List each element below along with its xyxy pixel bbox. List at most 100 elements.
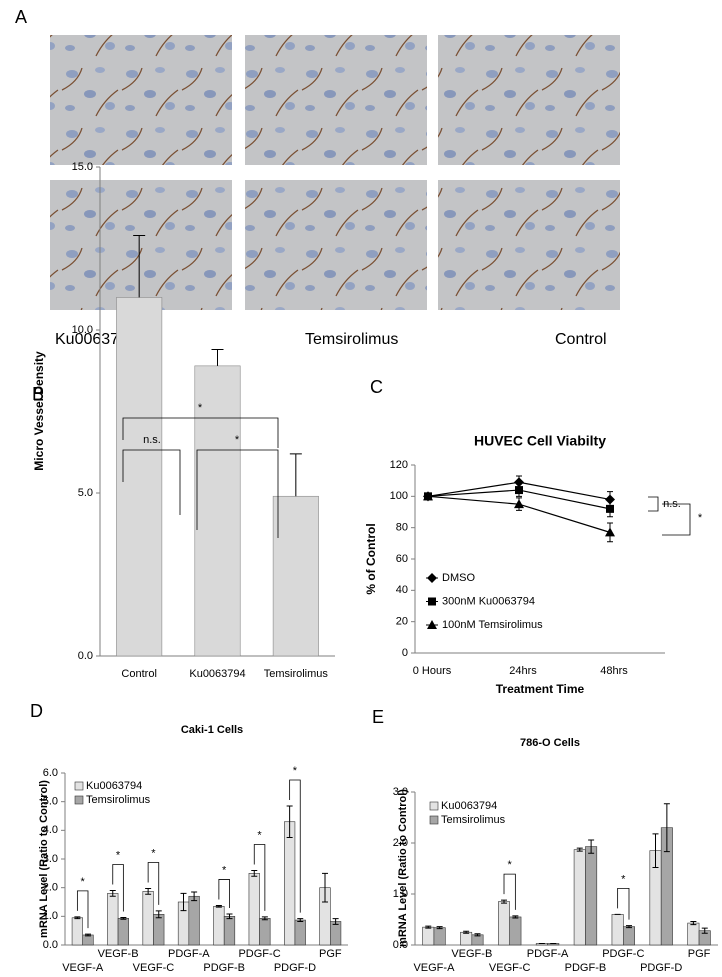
x-tick-label: 0 Hours	[413, 665, 452, 677]
marker	[606, 504, 614, 513]
y-axis-label: mRNA Level (Ratio to Control)	[397, 789, 409, 947]
x-tick-label: PDGF-B	[565, 962, 607, 974]
legend-swatch	[429, 815, 439, 825]
y-tick-label: 10.0	[72, 324, 93, 336]
annotation: n.s.	[143, 434, 161, 446]
error-bar	[180, 892, 187, 912]
bar	[272, 495, 319, 657]
error-bar	[425, 925, 432, 929]
significance-bracket	[648, 496, 659, 512]
bar	[259, 918, 271, 946]
x-tick-label: Ku0063794	[189, 668, 245, 680]
y-axis-label: % of Control	[364, 523, 378, 594]
micrograph	[438, 180, 620, 310]
y-tick-label: 80	[396, 522, 408, 534]
error-bar	[155, 910, 162, 919]
y-tick-label: 15.0	[72, 161, 93, 173]
bar	[294, 919, 306, 946]
x-tick-label: VEGF-B	[451, 948, 492, 960]
bar	[116, 297, 163, 657]
error-bar	[251, 869, 258, 877]
micrograph	[245, 35, 427, 165]
bar	[330, 921, 342, 946]
error-bar	[226, 913, 233, 920]
legend-label: 100nM Temsirolimus	[442, 619, 543, 631]
error-bar	[286, 805, 293, 838]
x-tick-label: PDGF-A	[527, 948, 569, 960]
y-tick-label: 3.0	[393, 786, 408, 798]
micrograph	[50, 180, 232, 310]
x-tick-label: 48hrs	[600, 665, 628, 677]
x-tick-label: PDGF-B	[203, 962, 245, 974]
error-bar	[588, 839, 595, 854]
legend-swatch	[74, 795, 84, 805]
significance-bracket	[289, 779, 301, 913]
error-bar	[109, 890, 116, 897]
annotation: *	[235, 434, 240, 446]
marker	[514, 499, 524, 509]
annotation: *	[621, 873, 626, 885]
caption: Control	[555, 331, 607, 348]
bar	[213, 905, 225, 946]
y-tick-label: 5.0	[78, 487, 93, 499]
significance-bracket	[147, 862, 160, 905]
error-bar	[663, 803, 670, 853]
x-tick-label: PDGF-C	[238, 948, 280, 960]
y-tick-label: 0.0	[393, 939, 408, 951]
legend-label: 300nM Ku0063794	[442, 595, 535, 607]
error-bar	[133, 234, 146, 298]
annotation: *	[116, 849, 121, 861]
error-bar	[261, 916, 268, 921]
x-tick-label: VEGF-A	[62, 962, 104, 974]
annotation: *	[508, 859, 513, 871]
bar	[142, 891, 154, 946]
error-bar	[576, 847, 583, 852]
significance-bracket	[196, 449, 279, 538]
x-tick-label: PDGF-A	[168, 948, 210, 960]
bar	[223, 916, 236, 946]
significance-bracket	[76, 890, 89, 929]
bar	[509, 916, 522, 946]
bar	[153, 914, 165, 946]
legend-label: Temsirolimus	[86, 794, 151, 806]
x-tick-label: Control	[121, 668, 156, 680]
legend-marker	[427, 573, 437, 583]
significance-bracket	[112, 864, 124, 912]
micrograph	[50, 35, 232, 165]
error-bar	[191, 891, 198, 902]
x-axis-label: Treatment Time	[496, 682, 585, 696]
y-tick-label: 60	[396, 553, 408, 565]
y-tick-label: 2.0	[43, 882, 58, 894]
error-bar	[474, 933, 481, 937]
y-tick-label: 0	[402, 647, 408, 659]
bar	[194, 365, 241, 657]
annotation: *	[151, 847, 156, 859]
error-bar	[463, 930, 470, 934]
bar	[82, 934, 94, 946]
bar	[248, 873, 260, 946]
significance-bracket	[122, 417, 279, 448]
annotation: *	[257, 829, 262, 841]
error-bar	[145, 888, 152, 895]
significance-bracket	[218, 879, 230, 909]
y-tick-label: 5.0	[43, 796, 58, 808]
chart-title: 786-O Cells	[520, 737, 580, 749]
y-tick-label: 4.0	[43, 824, 58, 836]
significance-bracket	[253, 844, 266, 911]
y-tick-label: 40	[396, 584, 408, 596]
error-bar	[652, 833, 659, 868]
y-tick-label: 0.0	[43, 939, 58, 951]
x-tick-label: 24hrs	[509, 665, 537, 677]
legend-label: DMSO	[442, 572, 475, 584]
error-bar	[332, 918, 339, 925]
marker	[605, 527, 615, 537]
y-tick-label: 2.0	[393, 837, 408, 849]
x-tick-label: PDGF-D	[274, 962, 316, 974]
bar	[573, 849, 586, 946]
error-bar	[215, 904, 222, 908]
x-tick-label: VEGF-A	[413, 962, 455, 974]
significance-bracket	[122, 449, 181, 515]
legend-label: Ku0063794	[441, 800, 497, 812]
error-bar	[322, 872, 329, 903]
